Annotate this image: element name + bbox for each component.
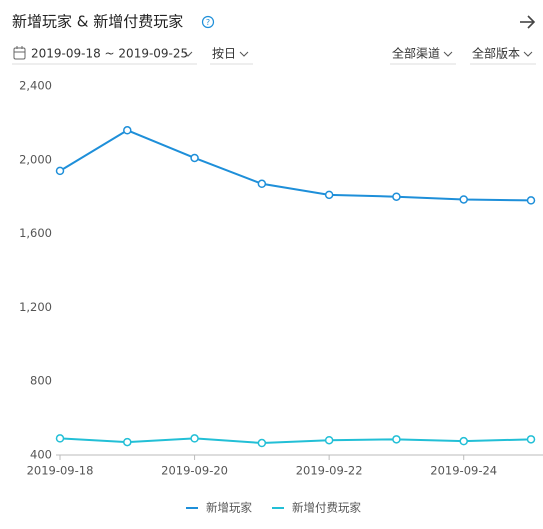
y-tick-label: 2,000 <box>19 152 52 166</box>
data-point <box>526 196 536 205</box>
legend-label: 新增玩家 <box>206 501 252 515</box>
series-line <box>59 129 532 202</box>
chart-title: 新增玩家 & 新增付费玩家 <box>12 13 183 31</box>
x-tick-label: 2019-09-18 <box>27 464 94 478</box>
channel-select[interactable]: 全部渠道 <box>390 46 456 65</box>
data-point <box>459 436 468 446</box>
data-point <box>190 434 199 443</box>
data-point <box>392 435 401 444</box>
granularity-select[interactable]: 按日 <box>210 47 253 65</box>
y-tick-label: 2,400 <box>19 79 52 93</box>
data-point <box>257 179 267 189</box>
series-line <box>59 437 532 445</box>
granularity: 按日 <box>212 47 236 61</box>
channel: 全部渠道 <box>392 46 440 61</box>
expand-arrow[interactable] <box>520 15 536 29</box>
help-icon[interactable]: ? <box>201 15 215 29</box>
data-point <box>459 195 468 204</box>
data-point <box>55 434 65 443</box>
x-tick-label: 2019-09-20 <box>161 464 228 478</box>
data-point <box>123 126 132 135</box>
y-tick-label: 400 <box>30 448 52 462</box>
data-point <box>392 192 401 201</box>
data-point <box>55 166 65 176</box>
data-point <box>257 438 267 448</box>
y-tick-label: 1,600 <box>19 226 52 240</box>
date-picker[interactable]: 2019-09-18 ~ 2019-09-25 <box>12 46 197 65</box>
data-point <box>123 437 132 447</box>
date-range: 2019-09-18 ~ 2019-09-25 <box>31 47 188 61</box>
legend-label: 新增付费玩家 <box>292 501 361 515</box>
data-point <box>324 435 334 445</box>
y-tick-label: 1,200 <box>19 300 52 314</box>
data-point <box>324 190 334 200</box>
x-tick-label: 2019-09-22 <box>296 464 363 478</box>
x-tick-label: 2019-09-24 <box>430 464 497 478</box>
data-point <box>190 153 199 163</box>
version-select[interactable]: 全部版本 <box>470 46 536 65</box>
data-point <box>526 435 536 444</box>
svg-text:?: ? <box>206 18 210 27</box>
y-tick-label: 800 <box>30 374 52 388</box>
version: 全部版本 <box>472 46 520 61</box>
